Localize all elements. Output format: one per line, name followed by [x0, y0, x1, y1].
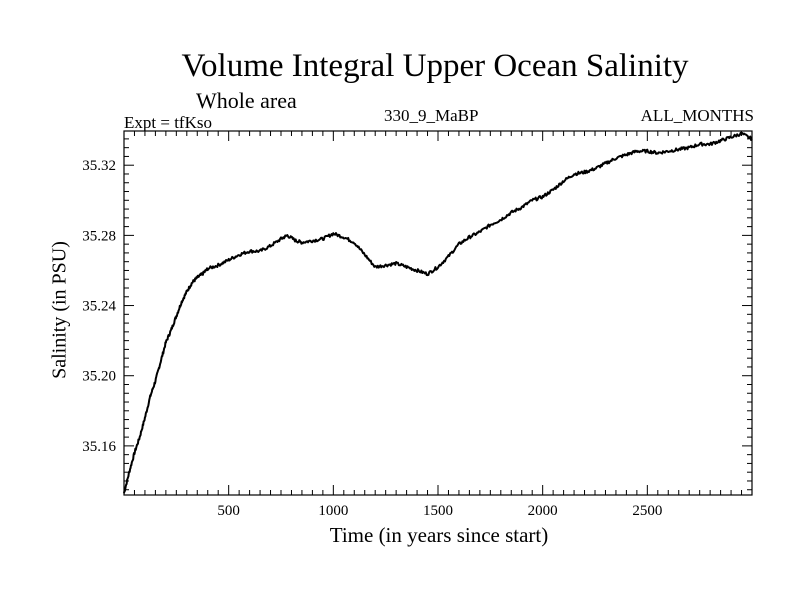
x-tick-label: 2500: [632, 503, 662, 519]
y-tick-label: 35.20: [82, 369, 116, 385]
chart-subtitle: Whole area: [196, 88, 297, 113]
experiment-annotation: Expt = tfKso: [124, 113, 212, 132]
x-tick-label: 1000: [318, 503, 348, 519]
run-annotation: 330_9_MaBP: [384, 106, 479, 125]
plot-frame: [123, 130, 753, 496]
x-tick-label: 1500: [423, 503, 453, 519]
y-tick-label: 35.24: [82, 299, 116, 315]
chart-title: Volume Integral Upper Ocean Salinity: [181, 48, 689, 84]
axis-ticks: [124, 131, 752, 495]
x-tick-label: 500: [217, 503, 240, 519]
tick-labels: 500 1000 1500 2000 2500 35.16 35.20 35.24 35.28 3…: [82, 158, 662, 519]
y-tick-label: 35.16: [82, 439, 116, 455]
period-annotation: ALL_MONTHS: [640, 106, 754, 125]
series-line: [123, 131, 753, 494]
x-tick-label: 2000: [528, 503, 558, 519]
y-tick-label: 35.28: [82, 228, 116, 244]
x-axis-label: Time (in years since start): [329, 523, 549, 547]
y-tick-label: 35.32: [82, 158, 116, 174]
